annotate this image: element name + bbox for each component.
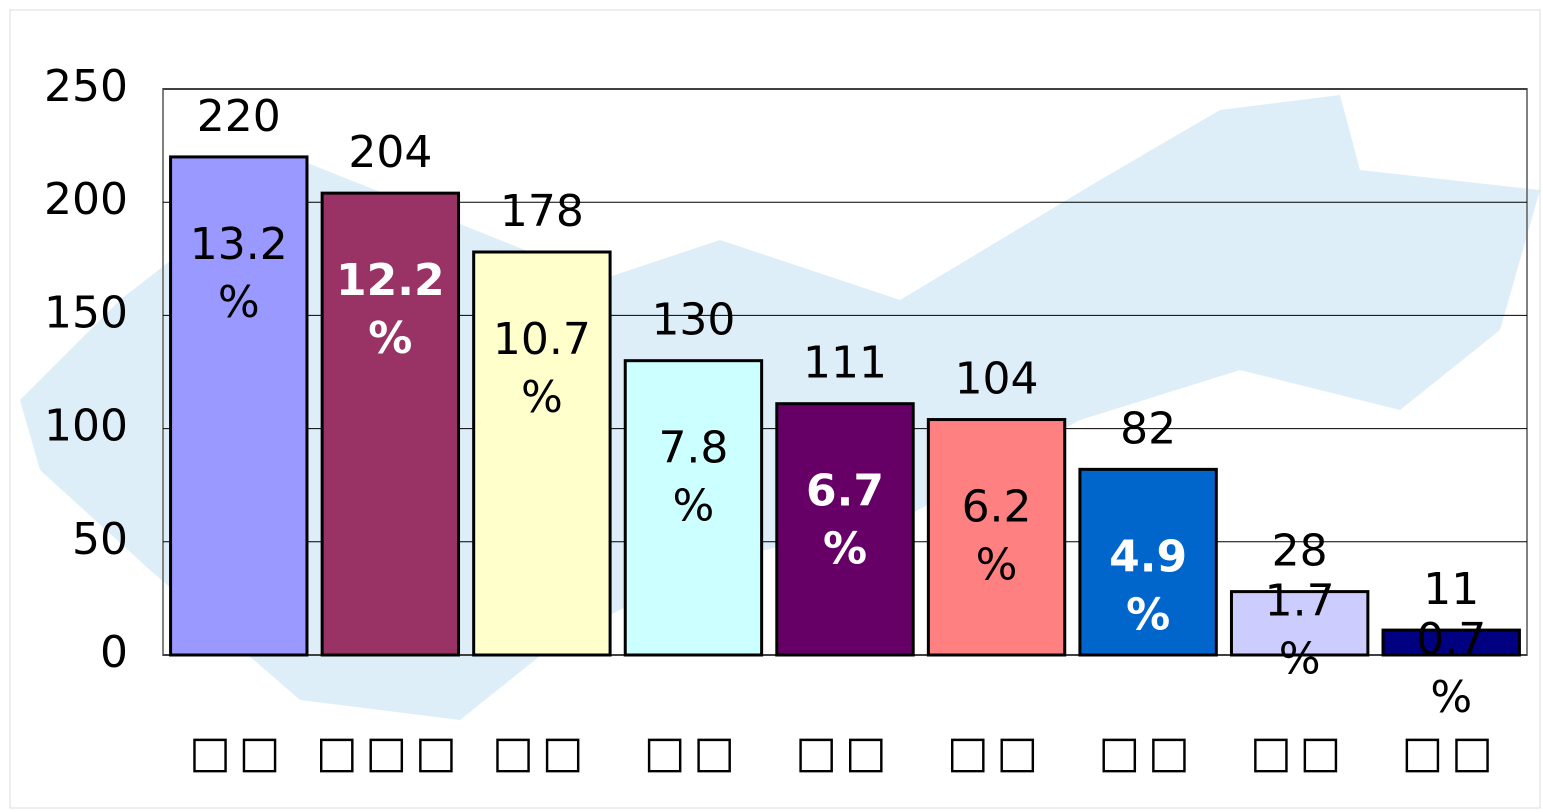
- share-unit: %: [218, 277, 260, 328]
- share-label: 6.2%: [962, 482, 1032, 591]
- x-tick-label: □□: [1099, 727, 1198, 778]
- bar: [926, 418, 1067, 657]
- y-tick-label: 100: [44, 401, 128, 452]
- share-unit: %: [368, 313, 412, 364]
- y-tick-label: 250: [44, 61, 128, 112]
- y-tick-label: 150: [44, 287, 128, 338]
- x-tick-label: □□: [189, 727, 288, 778]
- x-tick-label: □□: [947, 727, 1046, 778]
- x-tick-label: □□: [1250, 727, 1349, 778]
- share-label: 10.7%: [493, 314, 591, 423]
- share-number: 7.8: [658, 423, 728, 474]
- value-label: 28: [1272, 526, 1328, 577]
- bar: [320, 191, 461, 657]
- bar: [169, 155, 309, 657]
- share-number: 4.9: [1109, 531, 1187, 582]
- y-tick-label: 50: [72, 514, 128, 565]
- share-number: 0.7: [1416, 614, 1486, 665]
- value-label: 104: [955, 354, 1039, 405]
- share-label: 7.8%: [658, 423, 728, 532]
- share-label: 0.7%: [1416, 614, 1486, 723]
- x-tick-label: □□: [492, 727, 591, 778]
- share-label: 12.2%: [336, 255, 445, 364]
- share-label: 6.7%: [806, 466, 884, 575]
- share-number: 10.7: [493, 314, 591, 365]
- share-number: 12.2: [336, 255, 445, 306]
- bar: [1381, 628, 1521, 657]
- value-label: 204: [348, 127, 432, 178]
- share-unit: %: [976, 540, 1018, 591]
- share-number: 6.7: [806, 466, 884, 517]
- value-label: 130: [651, 295, 735, 346]
- share-unit: %: [823, 524, 867, 575]
- x-tick-label: □□: [1402, 727, 1501, 778]
- value-label: 82: [1120, 403, 1176, 454]
- value-label: 11: [1423, 564, 1479, 615]
- share-label: 13.2%: [190, 219, 288, 328]
- share-number: 6.2: [962, 482, 1032, 533]
- share-unit: %: [673, 481, 715, 532]
- y-tick-label: 0: [100, 627, 128, 678]
- value-label: 111: [803, 338, 887, 389]
- share-number: 13.2: [190, 219, 288, 270]
- share-label: 4.9%: [1109, 531, 1187, 640]
- x-tick-label: □□: [644, 727, 743, 778]
- x-tick-label: □□: [795, 727, 894, 778]
- share-number: 1.7: [1265, 576, 1335, 627]
- bar: [775, 402, 915, 657]
- y-tick-label: 200: [44, 174, 128, 225]
- share-unit: %: [1430, 672, 1472, 723]
- x-tick-label: □□□: [316, 727, 465, 778]
- bar: [623, 359, 764, 657]
- bar: [1229, 590, 1370, 657]
- value-label: 220: [197, 91, 281, 142]
- share-unit: %: [1279, 634, 1321, 685]
- share-unit: %: [1126, 589, 1170, 640]
- bar: [472, 250, 612, 657]
- value-label: 178: [500, 186, 584, 237]
- share-unit: %: [521, 372, 563, 423]
- bar: [1078, 467, 1218, 657]
- share-label: 1.7%: [1265, 576, 1335, 685]
